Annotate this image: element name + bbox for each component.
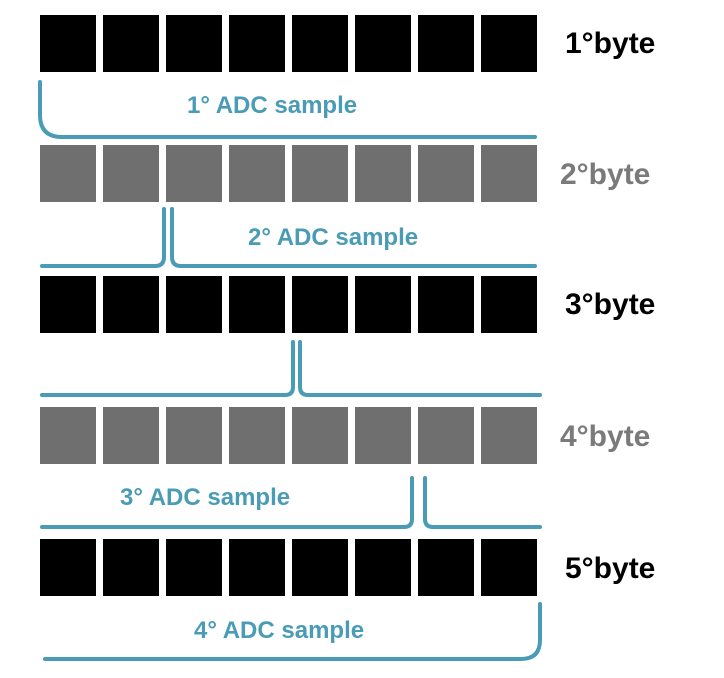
bit-cell (292, 539, 348, 596)
byte-row-5 (40, 539, 537, 596)
bit-cell (40, 539, 96, 596)
bit-cell (229, 539, 285, 596)
bit-cell (103, 539, 159, 596)
bit-cell (166, 145, 222, 202)
bit-cell (229, 276, 285, 333)
bit-cell (418, 15, 474, 72)
bit-cell (292, 15, 348, 72)
bit-cell (481, 15, 537, 72)
bit-cell (292, 407, 348, 464)
bit-cell (40, 15, 96, 72)
byte-row-4 (40, 407, 537, 464)
bit-cell (103, 145, 159, 202)
sample-bracket-line-4 (40, 476, 542, 529)
bit-cell (355, 15, 411, 72)
sample-label-4: 4° ADC sample (194, 617, 364, 644)
bit-cell (481, 407, 537, 464)
bit-cell (103, 276, 159, 333)
bit-cell (166, 407, 222, 464)
bit-cell (166, 276, 222, 333)
byte-label-4: 4°byte (560, 420, 650, 453)
bit-cell (166, 539, 222, 596)
sample-label-3: 3° ADC sample (120, 484, 290, 511)
sample-bracket-line-3 (40, 340, 542, 397)
byte-row-3 (40, 276, 537, 333)
bit-cell (418, 276, 474, 333)
bit-cell (355, 276, 411, 333)
bit-cell (40, 276, 96, 333)
byte-row-1 (40, 15, 537, 72)
bit-cell (40, 145, 96, 202)
bit-cell (418, 539, 474, 596)
sample-bracket-line-1 (38, 80, 537, 139)
bit-cell (103, 407, 159, 464)
bit-cell (481, 145, 537, 202)
bit-cell (418, 407, 474, 464)
byte-rows (40, 15, 537, 596)
bit-cell (103, 15, 159, 72)
bit-cell (418, 145, 474, 202)
bit-cell (292, 276, 348, 333)
sample-label-1: 1° ADC sample (187, 92, 357, 119)
byte-label-3: 3°byte (565, 288, 655, 321)
sample-label-2: 2° ADC sample (248, 224, 418, 251)
bit-cell (166, 15, 222, 72)
bit-cell (229, 407, 285, 464)
bit-cell (481, 276, 537, 333)
byte-label-1: 1°byte (565, 27, 655, 60)
bit-cell (229, 145, 285, 202)
bit-cell (40, 407, 96, 464)
bit-cell (355, 407, 411, 464)
bit-cell (355, 539, 411, 596)
sample-bracket-line-2 (40, 207, 537, 268)
bit-cell (292, 145, 348, 202)
bit-cell (481, 539, 537, 596)
bit-cell (355, 145, 411, 202)
byte-label-2: 2°byte (560, 158, 650, 191)
byte-label-5: 5°byte (565, 552, 655, 585)
bit-cell (229, 15, 285, 72)
byte-row-2 (40, 145, 537, 202)
sample-bracket-line-5 (43, 602, 542, 661)
sample-brackets (38, 80, 542, 661)
